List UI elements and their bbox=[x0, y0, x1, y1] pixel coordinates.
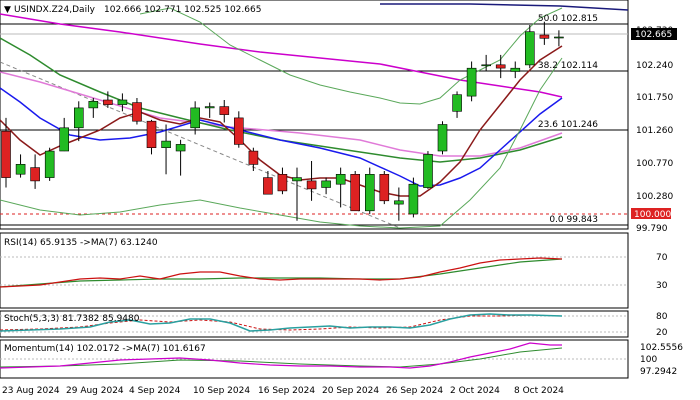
bullish-candle bbox=[117, 99, 128, 105]
bullish-candle bbox=[292, 177, 302, 182]
momentum-tick: 97.2942 bbox=[640, 367, 677, 377]
marker-price-label: 100.000 bbox=[634, 210, 671, 220]
stoch-label: Stoch(5,3,3) 81.7382 85.9480 bbox=[4, 314, 140, 324]
momentum-tick: 100 bbox=[640, 355, 657, 365]
candles-group bbox=[1, 21, 564, 221]
bullish-candle bbox=[423, 154, 433, 188]
rsi-tick: 30 bbox=[656, 281, 668, 291]
momentum-ma-line bbox=[0, 347, 563, 368]
bullish-candle bbox=[364, 174, 375, 212]
price-tick: 100.770 bbox=[636, 159, 673, 169]
bullish-candle bbox=[175, 144, 186, 152]
bullish-candle bbox=[452, 94, 462, 112]
date-label: 2 Oct 2024 bbox=[450, 386, 500, 396]
bullish-candle bbox=[554, 36, 564, 39]
price-tick: 101.750 bbox=[636, 93, 673, 103]
bearish-candle bbox=[306, 180, 317, 190]
momentum-tick: 102.5556 bbox=[640, 343, 683, 353]
bullish-candle bbox=[88, 101, 99, 109]
price-tick: 102.240 bbox=[636, 61, 673, 71]
sma-magenta-line bbox=[0, 13, 563, 98]
bearish-candle bbox=[132, 102, 142, 122]
bullish-candle bbox=[335, 174, 346, 185]
bollinger-upper bbox=[139, 7, 563, 105]
fib-50-label: 50.0 102.815 bbox=[538, 14, 598, 24]
fib-23-label: 23.6 101.246 bbox=[538, 120, 598, 130]
main-plot-area bbox=[0, 0, 629, 230]
stoch-signal-line bbox=[0, 314, 563, 331]
bullish-candle bbox=[321, 180, 331, 188]
bearish-candle bbox=[219, 106, 230, 115]
bullish-candle bbox=[466, 67, 477, 97]
fib-38-label: 38.2 102.114 bbox=[538, 61, 598, 71]
stoch-panel: Stoch(5,3,3) 81.7382 85.9480 80 20 bbox=[0, 310, 668, 338]
stoch-main-line bbox=[0, 313, 563, 332]
stoch-tick: 20 bbox=[656, 328, 668, 338]
rsi-tick: 70 bbox=[656, 253, 668, 263]
bullish-candle bbox=[524, 31, 535, 66]
bearish-candle bbox=[495, 64, 506, 69]
current-price-label: 102.665 bbox=[635, 30, 672, 40]
date-label: 16 Sep 2024 bbox=[258, 386, 315, 396]
date-label: 4 Sep 2024 bbox=[129, 386, 181, 396]
price-tick: 99.790 bbox=[636, 224, 668, 234]
rsi-ma-line bbox=[0, 258, 563, 288]
rsi-label: RSI(14) 65.9135 ->MA(7) 63.1240 bbox=[4, 238, 158, 248]
bullish-candle bbox=[44, 150, 55, 178]
marker-price-box bbox=[631, 208, 671, 219]
bullish-candle bbox=[204, 106, 215, 109]
bullish-candle bbox=[74, 107, 84, 129]
symbol-label: USINDX.Z24,Daily bbox=[14, 5, 96, 15]
bullish-candle bbox=[437, 124, 448, 152]
x-axis: 23 Aug 2024 29 Aug 2024 4 Sep 2024 10 Se… bbox=[2, 386, 564, 396]
current-price-box bbox=[631, 28, 677, 40]
bearish-candle bbox=[248, 150, 259, 165]
chart-icon: ▼ bbox=[4, 5, 11, 15]
bearish-candle bbox=[30, 167, 40, 182]
bearish-candle bbox=[379, 174, 390, 202]
bollinger-lower bbox=[0, 57, 563, 229]
bearish-candle bbox=[263, 177, 273, 195]
bearish-candle bbox=[277, 174, 288, 192]
sma-pink-line bbox=[0, 71, 563, 157]
date-label: 8 Oct 2024 bbox=[514, 386, 564, 396]
bullish-candle bbox=[408, 183, 419, 215]
bullish-candle bbox=[394, 200, 404, 205]
bearish-candle bbox=[234, 117, 244, 145]
date-label: 23 Aug 2024 bbox=[2, 386, 60, 396]
bearish-candle bbox=[1, 130, 11, 178]
stoch-tick: 80 bbox=[656, 312, 668, 322]
sma-navy-line bbox=[380, 3, 629, 11]
date-label: 29 Aug 2024 bbox=[66, 386, 124, 396]
sma-blue-line bbox=[0, 87, 563, 187]
bullish-candle bbox=[161, 140, 171, 149]
bullish-candle bbox=[481, 64, 492, 67]
fib-0-label: 0.0 99.843 bbox=[549, 215, 598, 225]
date-label: 26 Sep 2024 bbox=[386, 386, 443, 396]
price-axis: 102.730 102.240 101.750 101.260 100.770 … bbox=[631, 26, 677, 234]
main-panel: ▼ USINDX.Z24,Daily 102.666 102.771 102.5… bbox=[0, 0, 629, 230]
price-tick: 101.260 bbox=[636, 126, 673, 136]
bearish-candle bbox=[146, 120, 157, 148]
momentum-panel: Momentum(14) 102.0172 ->MA(7) 101.6167 1… bbox=[0, 339, 683, 379]
bearish-candle bbox=[350, 174, 361, 212]
date-label: 20 Sep 2024 bbox=[322, 386, 379, 396]
bearish-candle bbox=[103, 99, 113, 105]
bullish-candle bbox=[15, 164, 26, 175]
momentum-label: Momentum(14) 102.0172 ->MA(7) 101.6167 bbox=[4, 344, 206, 354]
price-tick: 100.280 bbox=[636, 192, 673, 202]
rsi-plot-area bbox=[0, 232, 629, 309]
bullish-candle bbox=[59, 127, 70, 152]
rsi-line bbox=[0, 257, 563, 288]
bullish-candle bbox=[510, 67, 521, 72]
bearish-candle bbox=[539, 34, 550, 39]
date-label: 10 Sep 2024 bbox=[193, 386, 250, 396]
momentum-line bbox=[0, 342, 562, 369]
ohlc-label: 102.666 102.771 102.525 102.665 bbox=[104, 5, 261, 15]
bullish-candle bbox=[190, 107, 200, 129]
rsi-panel: RSI(14) 65.9135 ->MA(7) 63.1240 70 30 bbox=[0, 232, 668, 309]
